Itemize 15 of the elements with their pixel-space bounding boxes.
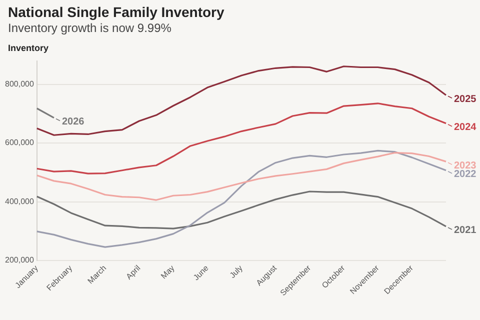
y-tick-label: 800,000	[4, 80, 34, 88]
y-tick-label: 200,000	[4, 256, 34, 265]
x-tick-label: July	[228, 264, 244, 280]
y-tick-label: 600,000	[4, 138, 34, 148]
legend-label: 2026	[62, 116, 85, 128]
legend-label: 2025	[454, 94, 477, 105]
y-axis-title: Inventory	[8, 43, 50, 53]
chart-title: National Single Family Inventory	[8, 4, 226, 20]
legend-label: 2024	[454, 122, 477, 134]
legend-label: 2022	[454, 169, 477, 180]
x-tick-label: May	[159, 264, 176, 281]
legend-label: 2023	[454, 160, 477, 172]
chart-subtitle: Inventory growth is now 9.99%	[8, 21, 172, 35]
legend-label: 2021	[454, 225, 477, 236]
y-tick-label: 400,000	[4, 196, 34, 206]
